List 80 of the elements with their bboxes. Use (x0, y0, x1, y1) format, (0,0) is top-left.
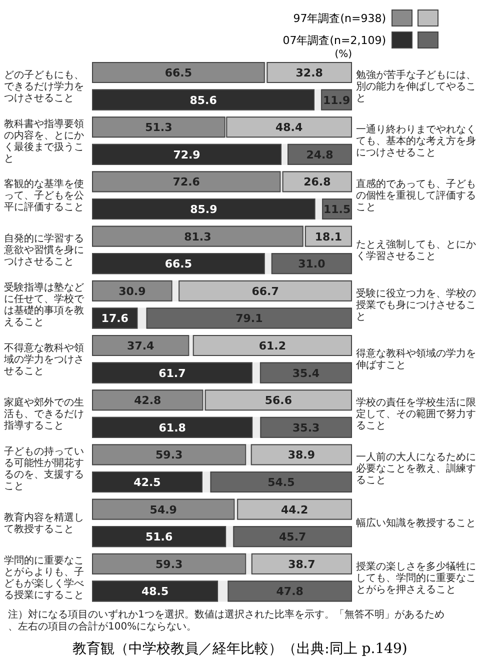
data-label: 44.2 (280, 503, 308, 516)
data-label: 45.7 (279, 530, 306, 544)
bar (314, 89, 322, 110)
y2-tick-label: 一人前の大人になるために必要なことを教え、訓練すること (356, 451, 476, 486)
data-label: 66.7 (252, 284, 279, 298)
data-label: 11.9 (322, 94, 350, 107)
bar (202, 472, 210, 492)
data-label: 54.5 (268, 476, 295, 489)
bar (246, 444, 251, 466)
data-label: 11.5 (323, 203, 351, 216)
data-label: 47.8 (276, 585, 304, 598)
y2-tick-label: 直感的であっても、子どもの個性を重視して評価すること (356, 178, 476, 214)
data-label: 48.5 (141, 585, 169, 598)
data-label: 56.6 (264, 394, 292, 408)
y-tick-label: 受験指導は塾などに任せて、学校では基礎的事項を教えること (4, 282, 85, 328)
bar (252, 362, 260, 384)
y-tick-label: 子どもの持っている可能性が開花するのを、支援すること (4, 445, 84, 492)
y2-tick-label: 受験に役立つ力を、学校の授業でも身につけさせること (356, 287, 476, 322)
y-tick-label: 客観的な基準を使って、子どもを公平に評価すること (4, 178, 84, 214)
data-label: 72.9 (173, 148, 200, 162)
bar (172, 280, 179, 302)
legend-label: 07年調査(n=2,109) (282, 34, 386, 47)
data-label: 72.6 (172, 176, 200, 189)
data-label: 54.9 (150, 503, 177, 516)
y2-tick-label: たとえ強制しても、とにかく学習させること (356, 238, 476, 262)
y-tick-label: 教育内容を精選して教授すること (4, 511, 84, 535)
y-tick-label: 家庭や郊外での生活も、できるだけ指導すること (3, 396, 84, 432)
data-label: 81.3 (184, 230, 212, 244)
data-label: 35.3 (292, 421, 320, 434)
data-label: 66.5 (164, 66, 192, 80)
data-label: 51.6 (146, 530, 173, 544)
bar (234, 498, 238, 520)
bar (218, 580, 228, 602)
data-label: 66.5 (164, 258, 192, 271)
data-label: 17.6 (101, 312, 129, 326)
bar (138, 308, 146, 329)
bar (282, 144, 288, 165)
y2-tick-label: 得意な教科や領域の学力を伸ばすこと (356, 348, 476, 372)
data-label: 61.2 (258, 340, 286, 352)
bar (264, 253, 272, 274)
data-label: 59.3 (156, 448, 183, 462)
text: 教育観（中学校教員／経年比較）（出典:同上 p.149) (72, 640, 408, 657)
annotation: 注）対になる項目のいずれか1つを選択。数値は選択された比率を示す。「無答不明」があるため、左右の項目の合計が100%にならない。 (8, 608, 444, 633)
bar (189, 335, 193, 356)
data-label: 38.7 (288, 558, 316, 571)
y2-tick-label: 学校の責任を学校生活に限定して、その範囲で努力すること (356, 396, 476, 432)
data-label: 61.7 (158, 366, 186, 380)
data-label: 26.8 (304, 176, 331, 189)
data-label: 31.0 (298, 258, 326, 271)
data-label: 18.1 (314, 230, 342, 244)
data-label: 85.9 (190, 203, 218, 216)
y2-tick-label: 幅広い知識を教授すること (356, 517, 476, 530)
data-label: 61.8 (158, 421, 186, 434)
data-label: 48.4 (276, 121, 303, 134)
y2-tick-label: 一通り終わりまでやれなくても、基本的な考え方を身につけさせること (356, 124, 476, 158)
data-label: 38.9 (288, 448, 315, 462)
bar (252, 416, 260, 438)
data-label: 37.4 (127, 340, 155, 352)
y-tick-label: どの子どもにも、できるだけ学力をつけさせること (4, 70, 84, 104)
data-label: 85.6 (190, 94, 218, 107)
y2-tick-label: 勉強が苦手な子どもには、別の能力を伸ばしてやること (356, 68, 476, 104)
y-tick-label: 自発的に学習する意欲や習慣を身につけさせること (3, 232, 84, 268)
data-label: 42.8 (134, 394, 162, 408)
bar (226, 526, 234, 548)
bar (246, 553, 252, 574)
y-tick-label: 学問的に重要なことがらよりも、子どもが楽しく学べる授業にすること (4, 554, 84, 602)
data-label: 79.1 (236, 312, 263, 326)
data-label: 24.8 (306, 148, 334, 162)
y-tick-label: 不得意な教科や領域の学力をつけさせること (3, 342, 84, 377)
data-label: 59.3 (156, 558, 183, 571)
data-label: 42.5 (134, 476, 161, 489)
data-label: 32.8 (296, 66, 323, 80)
y2-tick-label: 授業の楽しさを多少犠牲にしても、学問的に重要なことがらを押さえること (356, 560, 476, 596)
data-label: 30.9 (118, 284, 146, 298)
bar (315, 198, 322, 220)
data-label: 51.3 (145, 121, 172, 134)
data-label: 35.4 (292, 366, 320, 380)
x-axis-title: (%) (334, 49, 352, 60)
y-tick-label: 教科書や指導要領の内容を、とにかく最後まで扱うこと (4, 118, 84, 164)
legend-label: 97年調査(n=938) (293, 12, 386, 25)
